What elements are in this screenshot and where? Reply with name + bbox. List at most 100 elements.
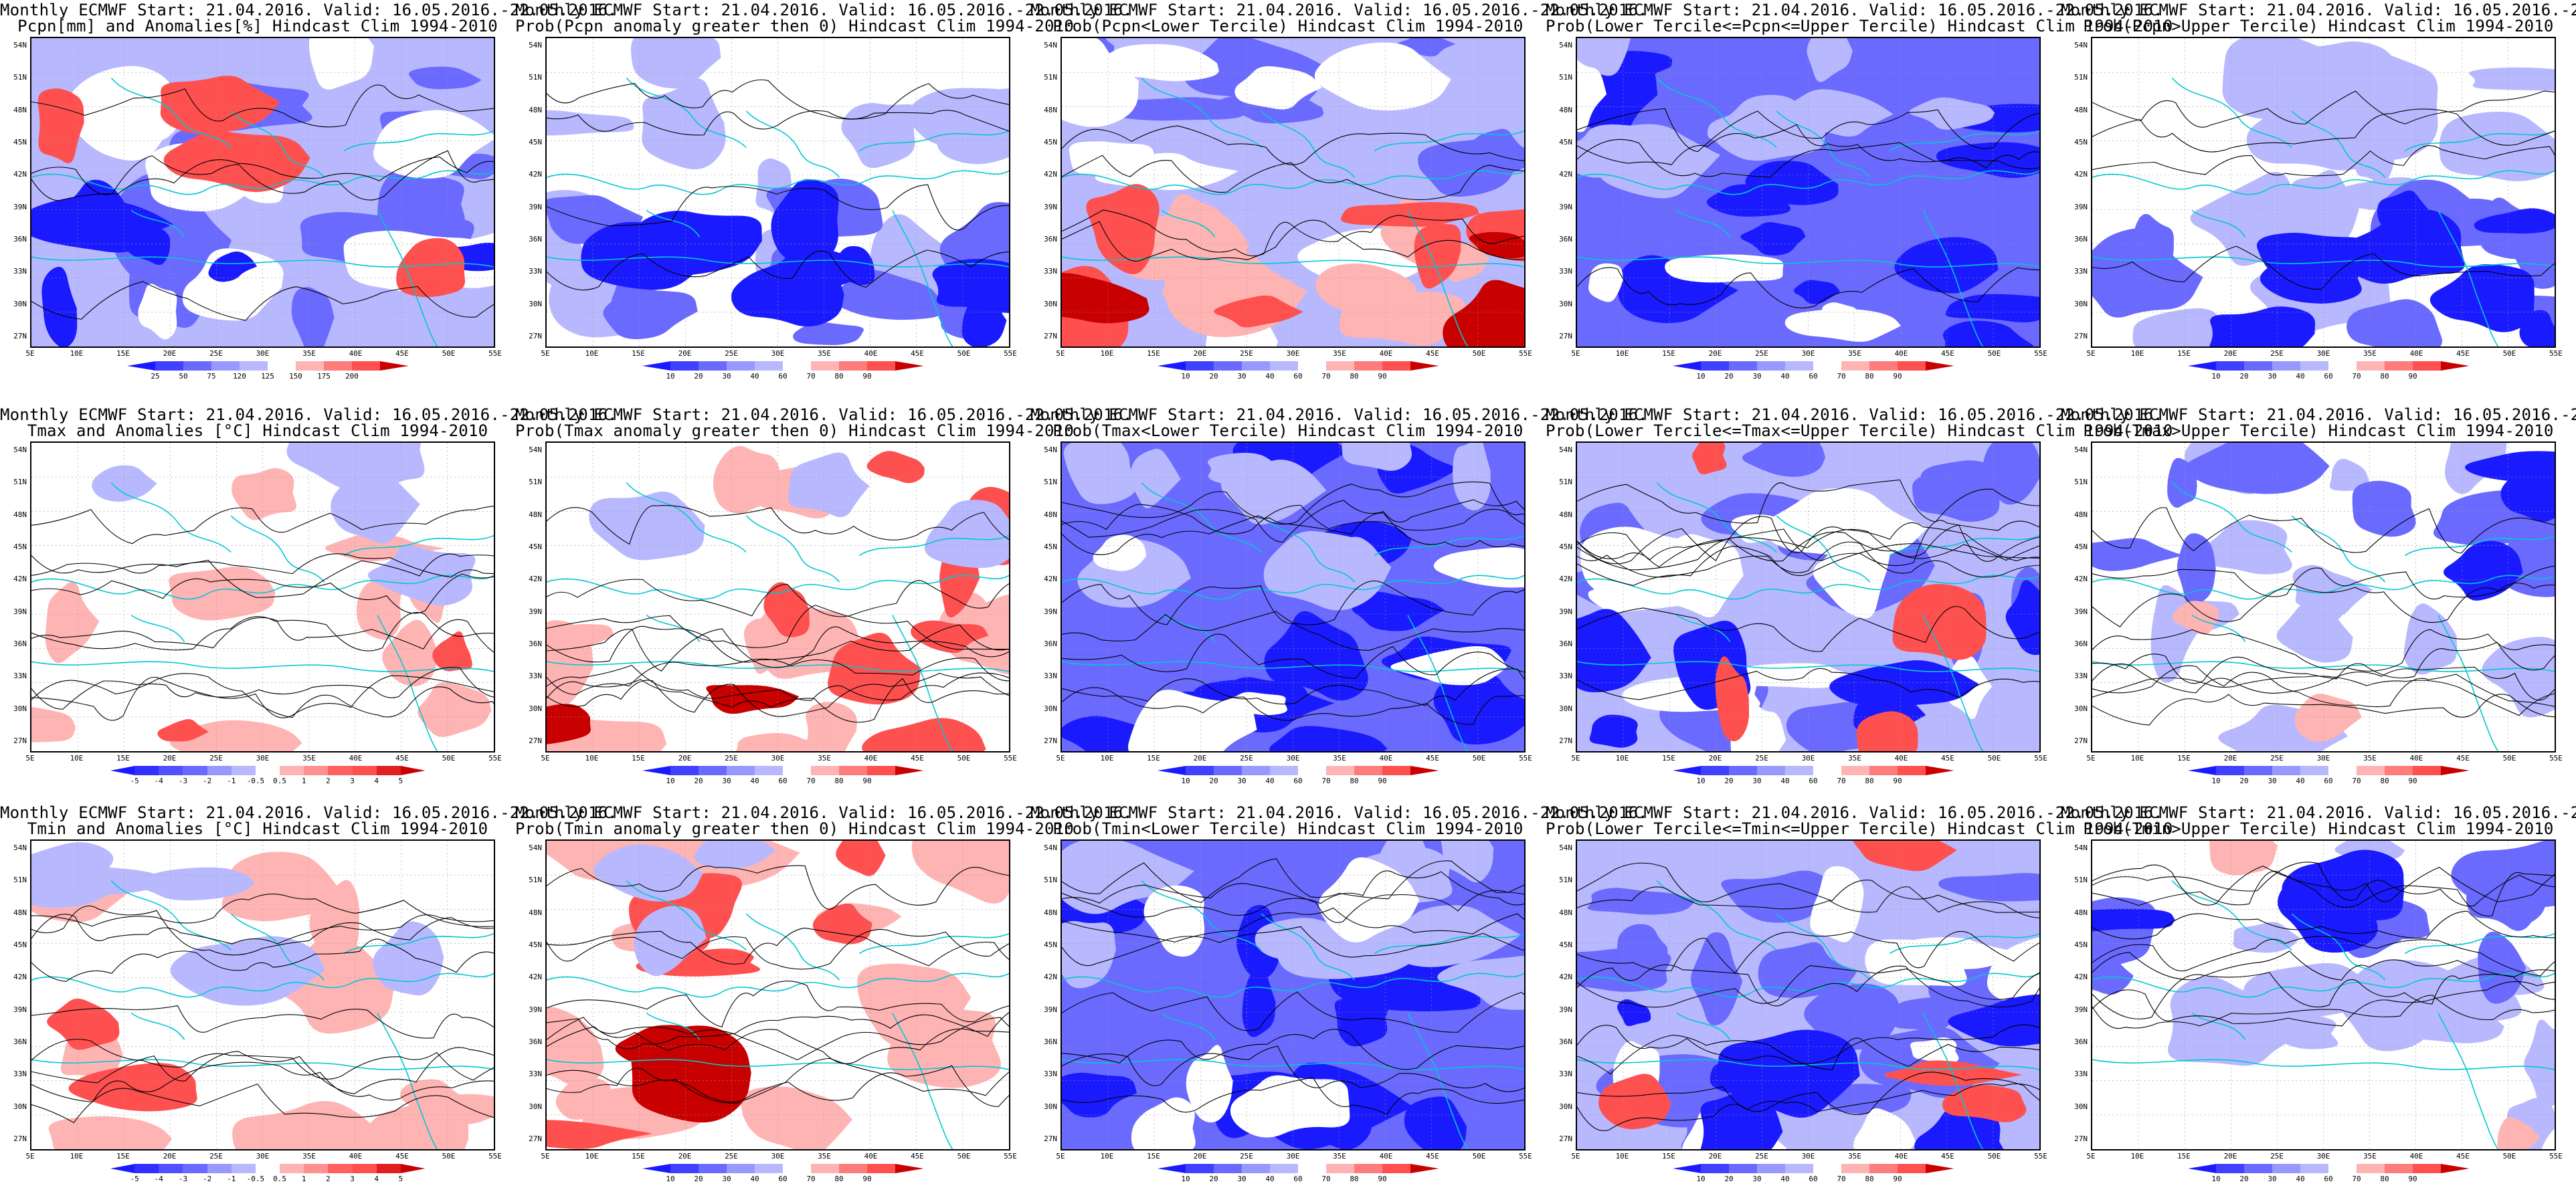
lon-tick-label: 30E <box>256 1152 270 1161</box>
shaded-region <box>911 620 989 654</box>
colorbar-segment <box>1701 361 1730 371</box>
shaded-region <box>356 574 402 640</box>
coastline <box>130 1013 185 1040</box>
colorbar-segment <box>400 1164 426 1173</box>
coastline <box>745 913 840 981</box>
colorbar-tick-label: 0.5 <box>273 1175 286 1183</box>
colorbar-segment <box>2216 1164 2245 1173</box>
lat-tick-label: 27N <box>1044 1134 1057 1143</box>
lon-tick-label: 50E <box>1472 754 1486 763</box>
coastline <box>1577 575 2039 600</box>
contour-line <box>547 184 1009 231</box>
lat-tick-label: 33N <box>13 267 27 276</box>
lon-tick-label: 5E <box>541 754 550 763</box>
shaded-region <box>1319 536 1380 570</box>
lat-tick-label: 51N <box>1044 478 1057 487</box>
coastline <box>892 210 953 346</box>
coastline <box>230 913 325 981</box>
shaded-region <box>2203 520 2292 575</box>
shaded-region <box>1062 920 1116 989</box>
shaded-region <box>593 844 703 902</box>
colorbar-segment <box>2244 1164 2273 1173</box>
lat-tick-label: 39N <box>2074 607 2088 616</box>
lon-tick-label: 15E <box>1147 754 1160 763</box>
shaded-region <box>630 1025 751 1123</box>
colorbar-tick-label: 20 <box>694 1175 703 1183</box>
lat-tick-label: 30N <box>2074 299 2088 308</box>
coastline <box>1776 515 1871 583</box>
colorbar-tick-label: -0.5 <box>246 1175 265 1183</box>
colorbar-segment <box>2328 766 2357 775</box>
colorbar-segment <box>867 1164 896 1173</box>
colorbar-tick-label: 30 <box>1237 372 1247 381</box>
shaded-region <box>1577 948 1671 992</box>
coastline <box>2437 210 2499 346</box>
lon-tick-label: 50E <box>1472 1152 1486 1161</box>
colorbar-segment <box>328 1164 353 1173</box>
map-field-svg <box>1062 38 1524 346</box>
lon-tick-label: 25E <box>1755 754 1768 763</box>
lon-tick-label: 40E <box>2409 754 2423 763</box>
shaded-region <box>2439 111 2555 182</box>
contour-line <box>547 1065 1009 1107</box>
lon-tick-label: 15E <box>1147 349 1160 358</box>
contour-line <box>1577 606 2039 652</box>
lat-tick-label: 36N <box>2074 1037 2088 1046</box>
colorbar-segment <box>1298 1164 1327 1173</box>
panel-title-line1: Monthly ECMWF Start: 21.04.2016. Valid: … <box>1546 405 2163 424</box>
lon-tick-label: 45E <box>1941 1152 1954 1161</box>
shaded-region <box>2334 209 2465 284</box>
shaded-region <box>924 500 1009 569</box>
shaded-region <box>1865 939 1967 987</box>
contour-line <box>547 1058 1009 1102</box>
colorbar-segment <box>2272 766 2301 775</box>
shaded-region <box>1692 443 1727 475</box>
contour-line <box>1062 687 1524 725</box>
colorbar <box>642 766 924 775</box>
lat-tick-label: 51N <box>2074 73 2088 82</box>
shaded-region <box>1130 449 1181 508</box>
lat-tick-label: 27N <box>1044 736 1057 745</box>
lat-tick-label: 48N <box>529 105 542 114</box>
colorbar-tick-label: -0.5 <box>246 777 265 785</box>
coastline <box>2404 130 2555 152</box>
lat-tick-label: 48N <box>13 510 27 519</box>
coastline <box>1261 515 1356 583</box>
colorbar-segment <box>1270 1164 1299 1173</box>
contour-line <box>31 1062 494 1103</box>
colorbar-tick-label: 30 <box>1237 777 1247 785</box>
contour-line <box>2092 565 2555 600</box>
shaded-region <box>1730 663 1863 688</box>
panel-title-line1: Monthly ECMWF Start: 21.04.2016. Valid: … <box>0 803 618 822</box>
contour-line <box>547 865 1009 910</box>
lat-tick-label: 51N <box>529 478 542 487</box>
colorbar-segment <box>1382 1164 1411 1173</box>
contour-line <box>2092 641 2555 684</box>
colorbar-tick-label: -3 <box>178 1175 188 1183</box>
lat-tick-label: 39N <box>529 1005 542 1014</box>
lat-tick-label: 48N <box>1559 908 1572 917</box>
lon-tick-label: 30E <box>1801 349 1815 358</box>
lon-tick-label: 10E <box>1615 349 1629 358</box>
colorbar-segment <box>380 361 409 371</box>
lat-tick-label: 48N <box>1559 510 1572 519</box>
shaded-region <box>1588 263 1624 302</box>
lon-tick-label: 45E <box>395 349 409 358</box>
colorbar-segment <box>2328 1164 2357 1173</box>
lat-tick-label: 45N <box>1559 940 1572 949</box>
colorbar <box>2188 766 2470 775</box>
lat-tick-label: 45N <box>2074 542 2088 551</box>
colorbar-tick-label: 1 <box>301 1175 306 1183</box>
lon-tick-label: 50E <box>957 1152 971 1161</box>
colorbar-segment <box>1354 361 1383 371</box>
shaded-region <box>432 631 472 672</box>
lat-tick-label: 54N <box>529 843 542 852</box>
contour-line <box>547 1026 1009 1064</box>
lon-tick-label: 55E <box>1519 1152 1532 1161</box>
colorbar-segment <box>727 361 755 371</box>
shaded-region <box>1740 222 1806 256</box>
contour-line <box>1577 267 2039 308</box>
lat-tick-label: 33N <box>13 1070 27 1079</box>
shaded-region <box>1909 97 1995 130</box>
colorbar-segment <box>1757 1164 1786 1173</box>
